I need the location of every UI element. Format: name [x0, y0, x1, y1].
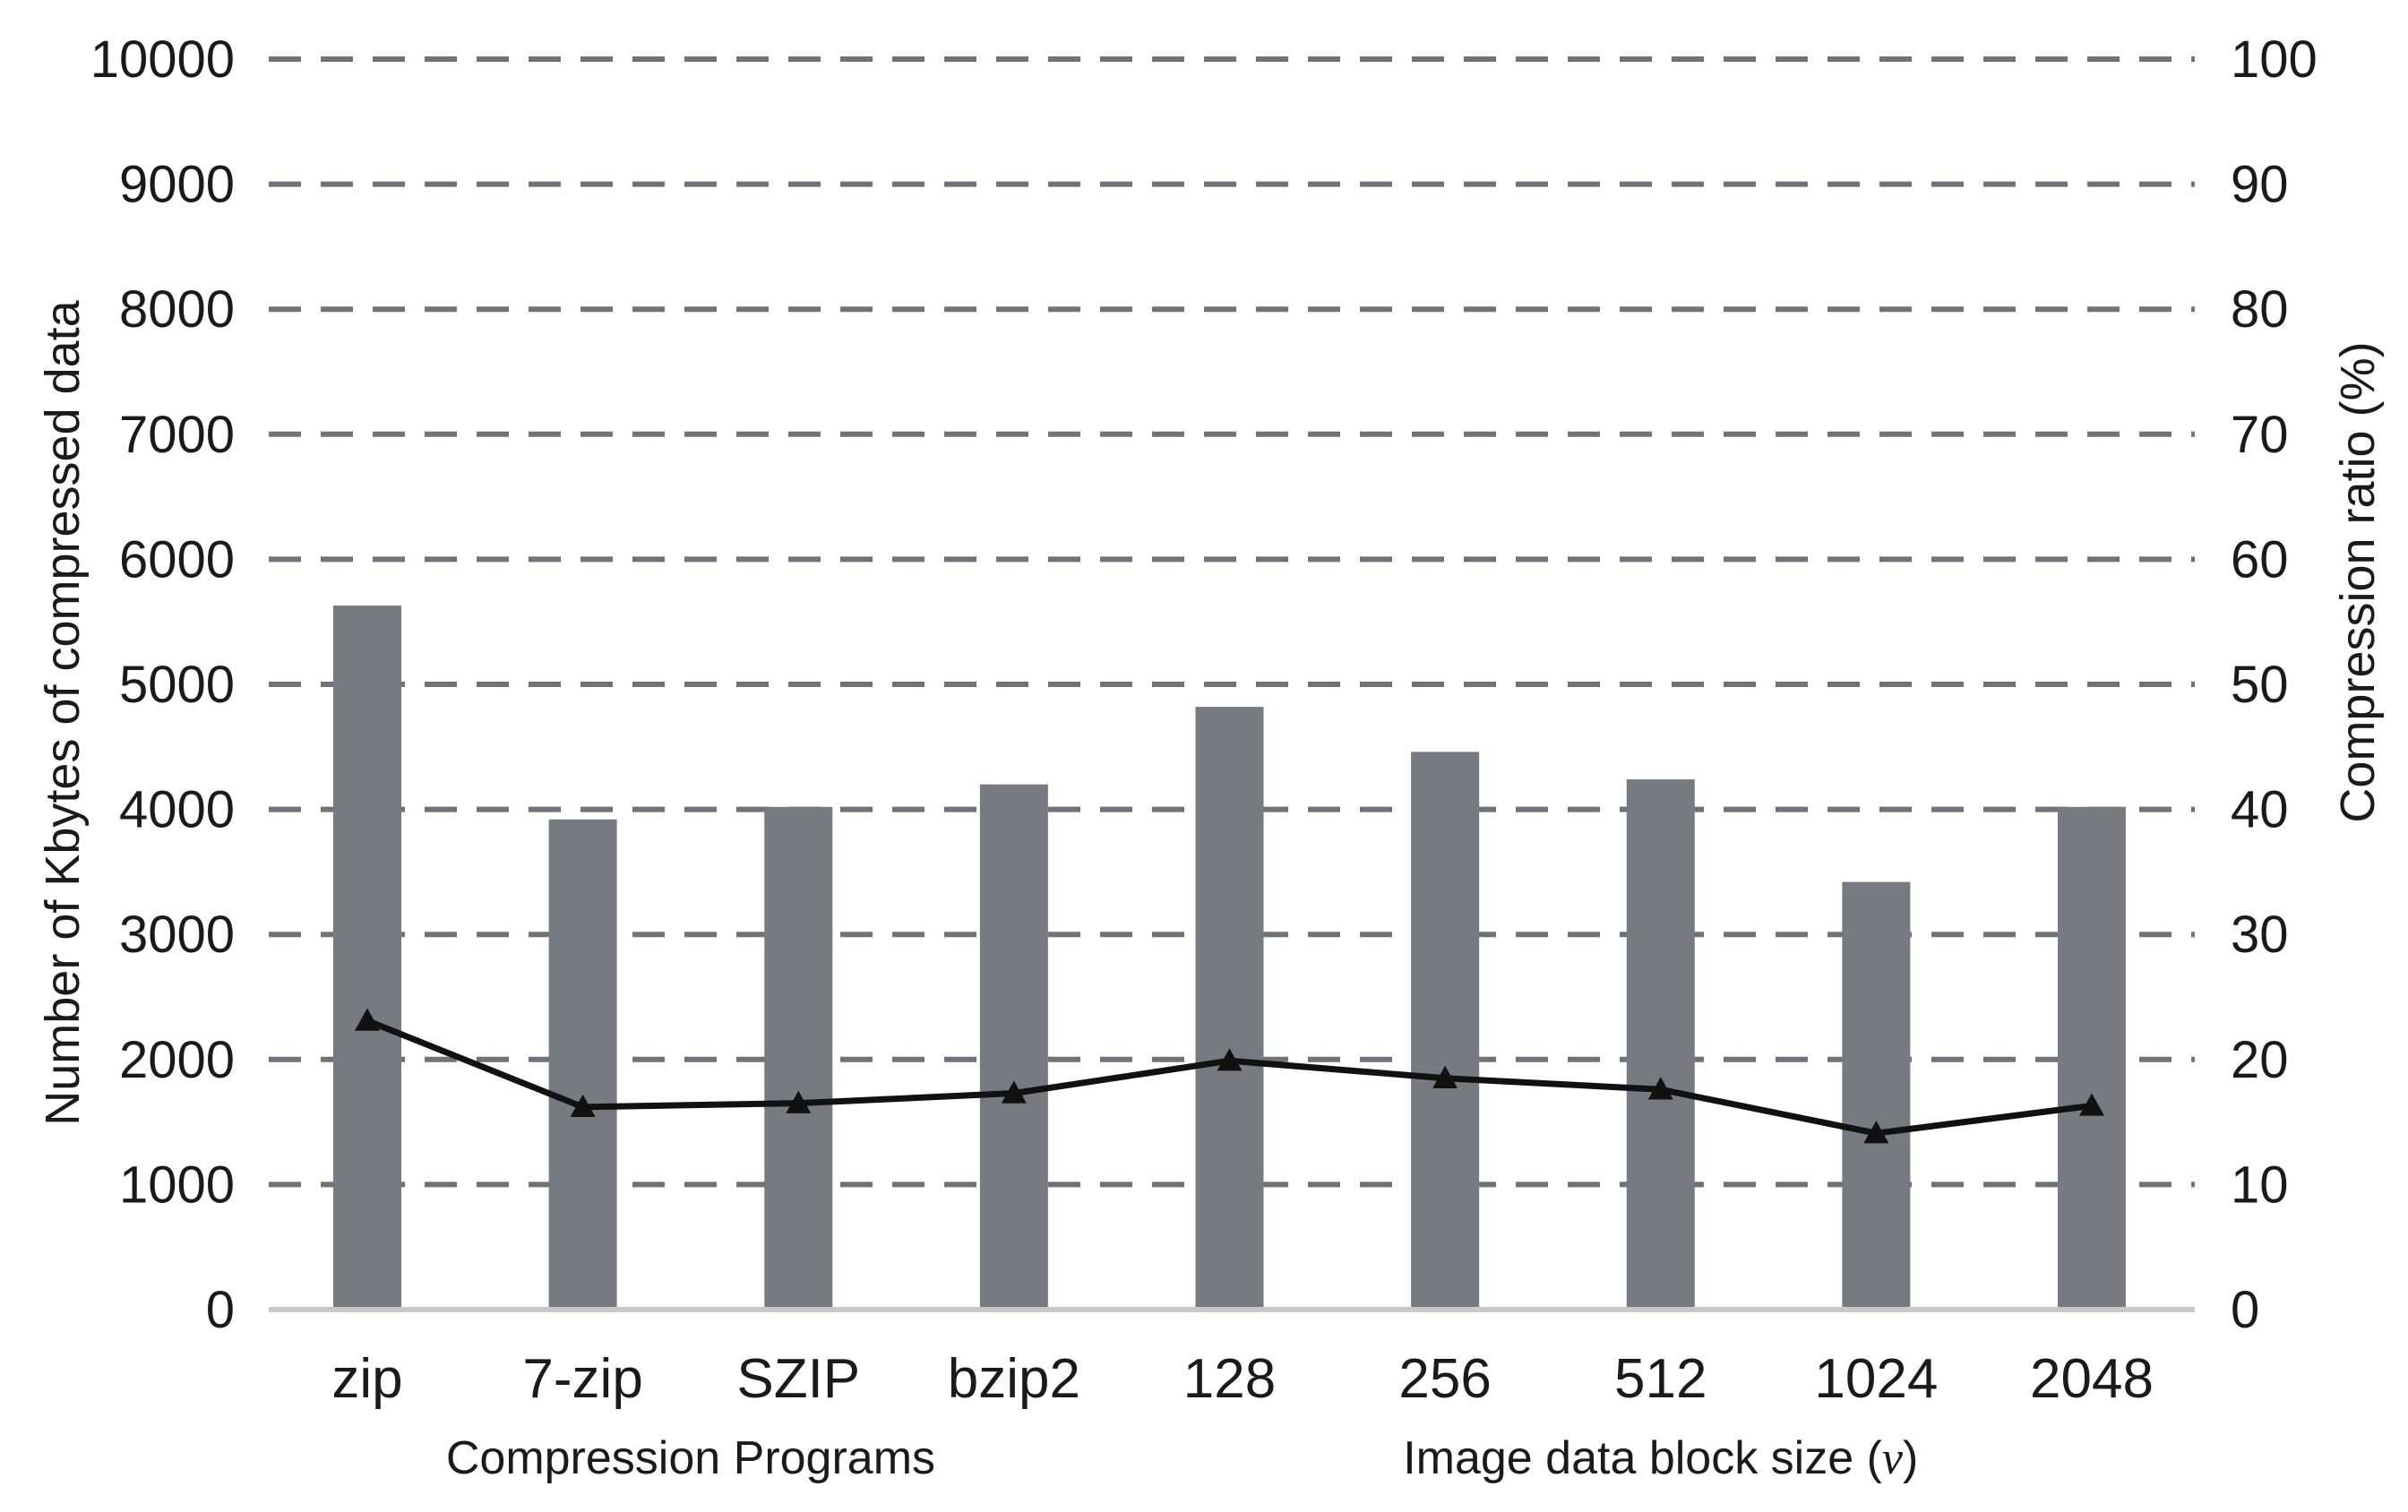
category-label-7-zip: 7-zip: [522, 1348, 642, 1410]
bar-512: [1626, 779, 1695, 1310]
right-y-tick-labels: 0 10 20 30 40 50 60 70 80 90 100: [2231, 30, 2318, 1339]
ratio-point-256: [1432, 1065, 1458, 1088]
right-tick-10: 10: [2231, 1155, 2289, 1214]
bar-128: [1195, 707, 1264, 1310]
ratio-point-512: [1647, 1077, 1673, 1100]
left-y-tick-labels: 0 1000 2000 3000 4000 5000 6000 7000 8000 9000 100…: [90, 30, 235, 1339]
category-labels: zip 7-zip SZIP bzip2 128 256 512 1024 2048: [331, 1348, 2154, 1410]
bar-7-zip: [548, 819, 617, 1310]
right-tick-70: 70: [2231, 406, 2289, 464]
left-tick-9000: 9000: [119, 156, 235, 214]
bar-bzip2: [979, 784, 1048, 1310]
right-tick-20: 20: [2231, 1031, 2289, 1089]
category-label-SZIP: SZIP: [736, 1348, 860, 1410]
category-label-512: 512: [1614, 1348, 1707, 1410]
group-label-1: Image data block size (v): [1403, 1432, 1918, 1484]
right-tick-80: 80: [2231, 280, 2289, 339]
ratio-point-2048: [2079, 1093, 2104, 1116]
category-label-256: 256: [1398, 1348, 1491, 1410]
left-tick-10000: 10000: [90, 30, 235, 89]
ratio-point-7-zip: [570, 1094, 596, 1118]
bar-256: [1411, 752, 1480, 1310]
bar-2048: [2058, 806, 2126, 1310]
left-tick-2000: 2000: [119, 1031, 235, 1089]
right-tick-60: 60: [2231, 530, 2289, 588]
category-group-labels: Compression Programs Image data block siz…: [446, 1432, 1918, 1484]
category-label-128: 128: [1183, 1348, 1276, 1410]
ratio-point-1024: [1863, 1121, 1889, 1144]
bar-1024: [1842, 881, 1911, 1310]
left-tick-5000: 5000: [119, 656, 235, 714]
line-series: [355, 1008, 2104, 1144]
ratio-point-SZIP: [786, 1090, 812, 1113]
ratio-point-128: [1217, 1048, 1243, 1071]
category-label-1024: 1024: [1814, 1348, 1938, 1410]
right-tick-50: 50: [2231, 656, 2289, 714]
left-y-axis-title: Number of Kbytes of compressed data: [36, 299, 90, 1125]
right-tick-0: 0: [2231, 1281, 2259, 1339]
group-label-0: Compression Programs: [446, 1432, 935, 1484]
right-tick-100: 100: [2231, 30, 2318, 89]
category-label-zip: zip: [331, 1348, 402, 1410]
left-tick-8000: 8000: [119, 280, 235, 339]
category-label-bzip2: bzip2: [948, 1348, 1080, 1410]
left-tick-4000: 4000: [119, 781, 235, 839]
right-tick-90: 90: [2231, 156, 2289, 214]
bar-zip: [333, 606, 401, 1310]
bar-SZIP: [764, 806, 833, 1310]
ratio-point-zip: [355, 1008, 380, 1031]
left-tick-0: 0: [206, 1281, 235, 1339]
left-tick-1000: 1000: [119, 1155, 235, 1214]
left-tick-6000: 6000: [119, 530, 235, 588]
right-y-axis-title: Compression ratio (%): [2331, 341, 2385, 822]
left-tick-3000: 3000: [119, 906, 235, 964]
right-tick-40: 40: [2231, 781, 2289, 839]
bar-series: [333, 606, 2126, 1310]
right-tick-30: 30: [2231, 906, 2289, 964]
category-label-2048: 2048: [2030, 1348, 2154, 1410]
ratio-point-bzip2: [1001, 1080, 1027, 1104]
left-tick-7000: 7000: [119, 406, 235, 464]
